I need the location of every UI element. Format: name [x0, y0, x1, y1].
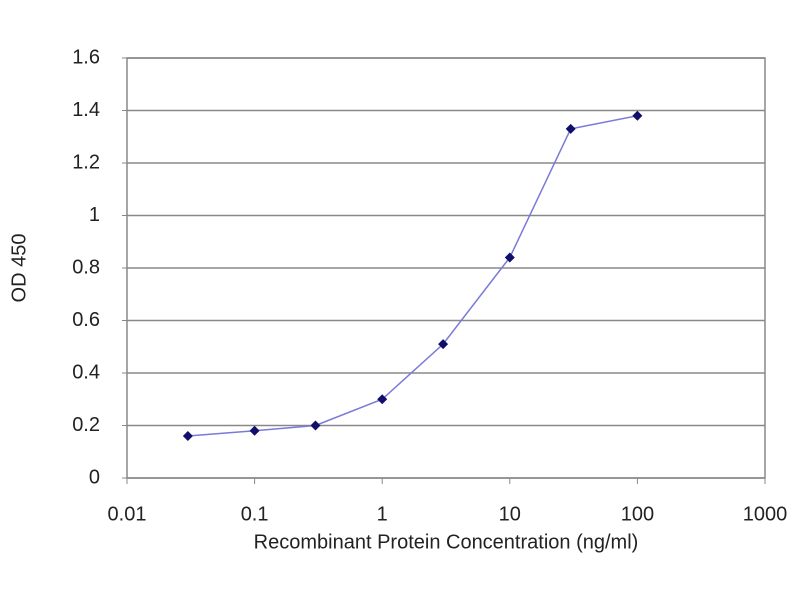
data-point [632, 110, 643, 121]
y-tick-label: 1 [89, 204, 100, 226]
y-tick-label: 0.8 [72, 256, 100, 278]
y-tick-label: 1.2 [72, 151, 100, 173]
data-line [187, 115, 638, 437]
y-tick-label: 0.2 [72, 414, 100, 436]
data-point [249, 425, 260, 436]
y-axis-label: OD 450 [8, 234, 30, 303]
x-tick-label: 10 [499, 503, 521, 525]
x-tick-label: 0.01 [108, 503, 147, 525]
y-tick-label: 0.4 [72, 361, 100, 383]
y-tick-label: 0 [89, 466, 100, 488]
x-tick-label: 1000 [743, 503, 788, 525]
data-point [504, 252, 515, 263]
data-point [182, 431, 193, 441]
y-tick-label: 1.4 [72, 99, 100, 121]
x-tick-label: 1 [377, 503, 388, 525]
x-axis-label: Recombinant Protein Concentration (ng/ml… [254, 531, 639, 553]
y-tick-label: 0.6 [72, 309, 100, 331]
x-tick-label: 100 [621, 503, 654, 525]
y-tick-label: 1.6 [72, 46, 100, 68]
x-tick-label: 0.1 [241, 503, 269, 525]
data-point [310, 420, 321, 431]
data-point [377, 394, 388, 405]
data-point [565, 123, 576, 134]
data-point [438, 339, 449, 350]
